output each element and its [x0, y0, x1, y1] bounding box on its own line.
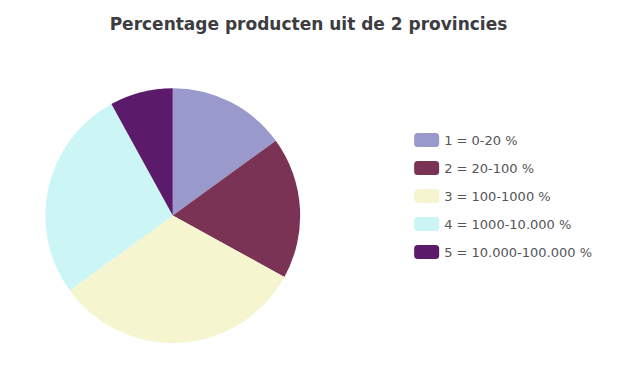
svg-text:5 = 10.000-100.000 %: 5 = 10.000-100.000 % — [444, 245, 592, 260]
svg-text:3 = 100-1000 %: 3 = 100-1000 % — [444, 189, 551, 204]
svg-text:2 = 20-100 %: 2 = 20-100 % — [444, 161, 534, 176]
svg-text:4 = 1000-10.000 %: 4 = 1000-10.000 % — [444, 217, 571, 232]
svg-text:Percentage producten uit de 2: Percentage producten uit de 2 provincies — [110, 14, 508, 34]
svg-text:1 = 0-20 %: 1 = 0-20 % — [444, 133, 517, 148]
